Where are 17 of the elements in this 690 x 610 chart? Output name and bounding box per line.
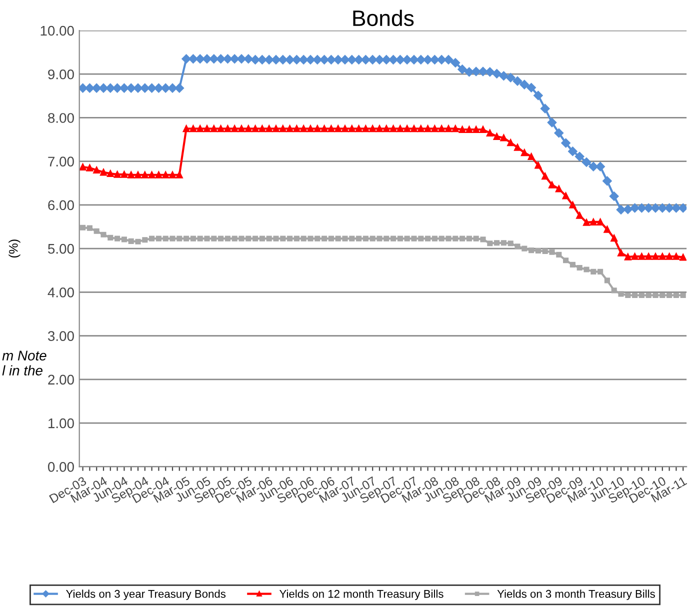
y-tick-label: 2.00 xyxy=(48,374,74,385)
y-tick-label: 0.00 xyxy=(48,462,74,472)
legend-label: Yields on 3 month Treasury Bills xyxy=(497,590,655,600)
y-tick-label: 1.00 xyxy=(48,418,74,428)
y-tick-label: 7.00 xyxy=(48,156,74,167)
y-tick-label: 9.00 xyxy=(48,69,74,80)
y-tick-label: 6.00 xyxy=(48,200,74,210)
y-tick-label: 4.00 xyxy=(48,288,74,298)
y-tick-label: 5.00 xyxy=(48,244,74,254)
y-tick-label: 3.00 xyxy=(48,331,74,341)
text: m Note l in the xyxy=(2,350,46,376)
legend-label: Yields on 3 year Treasury Bonds xyxy=(66,590,226,600)
legend-label: Yields on 12 month Treasury Bills xyxy=(280,590,444,600)
y-axis-title: (%) xyxy=(8,240,20,258)
chart-title: Bonds xyxy=(353,10,414,26)
y-tick-label: 8.00 xyxy=(48,113,74,123)
y-tick-label: 10.00 xyxy=(40,26,74,36)
